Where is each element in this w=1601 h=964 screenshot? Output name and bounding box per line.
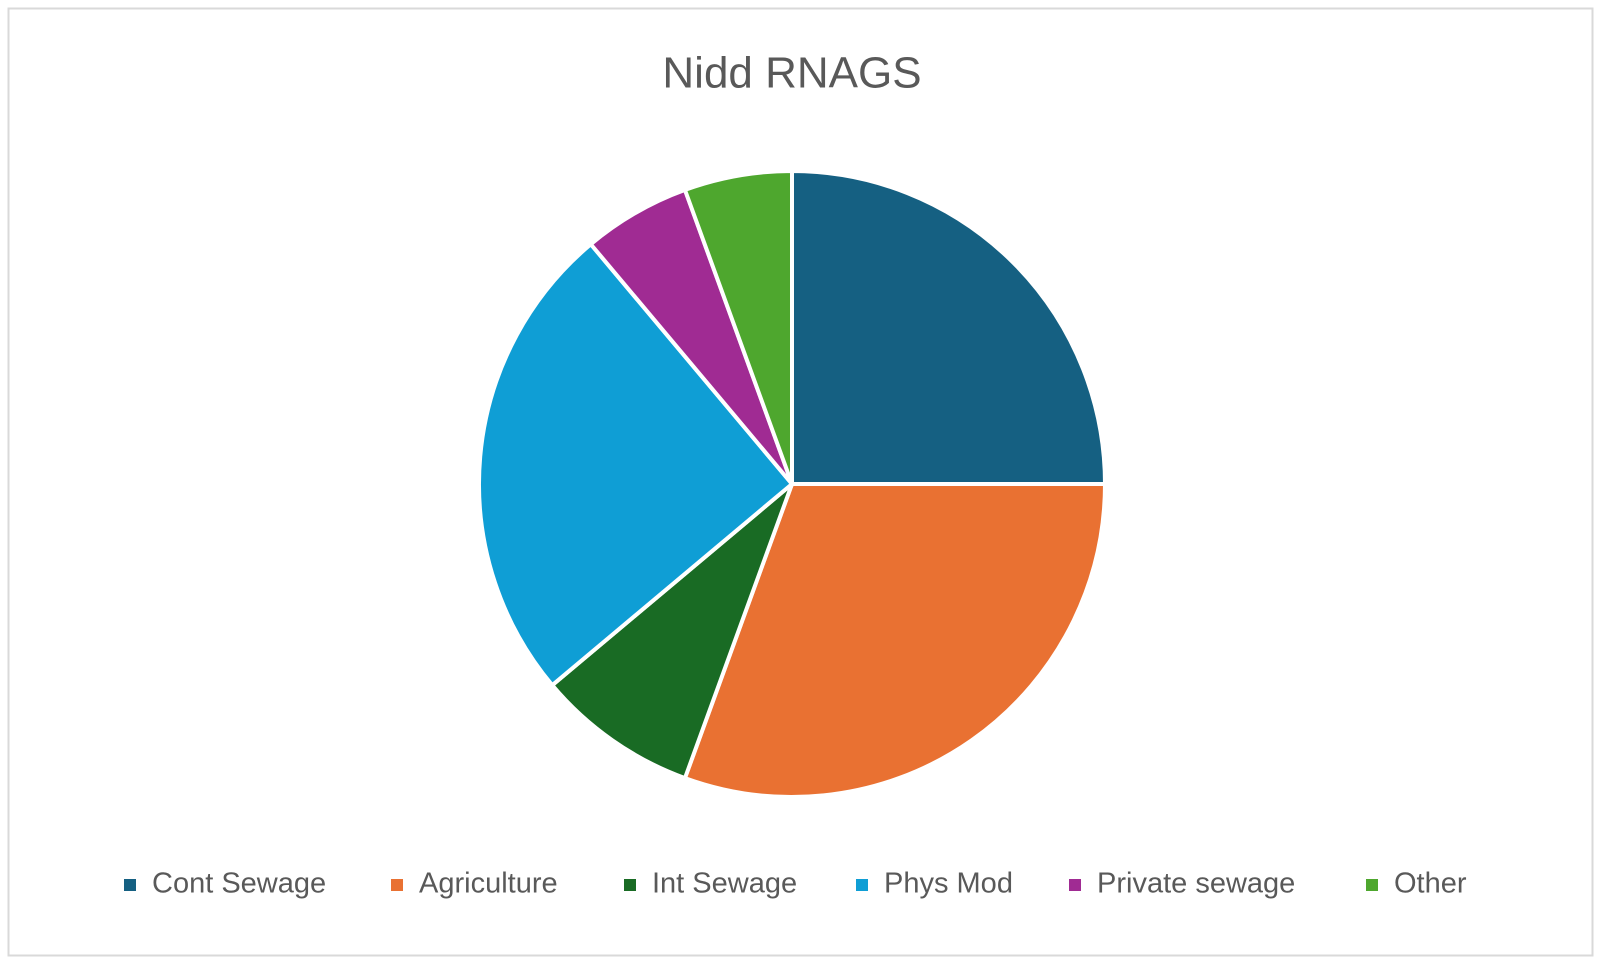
- legend-marker: [1069, 879, 1081, 891]
- legend-marker: [391, 879, 403, 891]
- legend-label: Agriculture: [419, 868, 558, 900]
- pie-slice: [682, 482, 1107, 799]
- legend-label: Cont Sewage: [152, 868, 326, 900]
- legend-label: Other: [1394, 868, 1467, 900]
- chart-title: Nidd RNAGS: [662, 49, 921, 98]
- legend-marker: [856, 879, 868, 891]
- legend-label: Phys Mod: [884, 868, 1013, 900]
- legend-label: Int Sewage: [652, 868, 797, 900]
- pie-slice: [682, 169, 794, 486]
- legend-marker: [124, 879, 136, 891]
- legend-marker: [624, 879, 636, 891]
- pie-slice: [550, 482, 794, 781]
- legend-label: Private sewage: [1097, 868, 1295, 900]
- pie-slice: [477, 242, 794, 688]
- pie-slice: [790, 169, 1107, 486]
- legend-marker: [1366, 879, 1378, 891]
